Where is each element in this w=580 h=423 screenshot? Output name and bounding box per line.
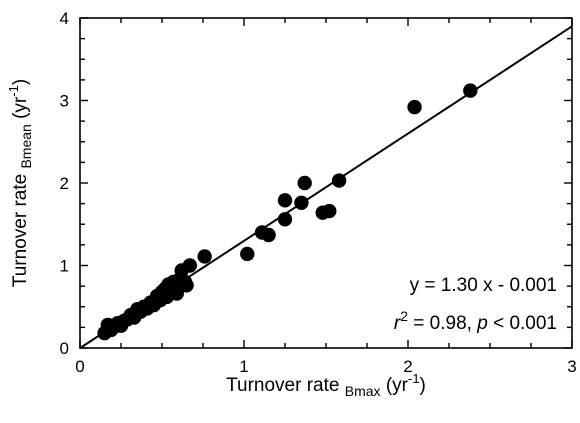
regression-statistics: r2 = 0.98, p < 0.001	[394, 308, 557, 334]
data-point	[169, 286, 184, 301]
data-point	[182, 258, 198, 273]
y-tick-label: 4	[60, 9, 69, 28]
data-point	[179, 278, 194, 293]
data-points	[97, 83, 478, 341]
data-point	[277, 212, 293, 227]
y-tick-label: 2	[60, 174, 69, 193]
data-point	[331, 173, 347, 188]
y-tick-label: 0	[60, 339, 69, 358]
data-point	[240, 246, 255, 262]
data-point	[297, 175, 312, 191]
data-point	[407, 99, 422, 115]
regression-equation: y = 1.30 x - 0.001	[410, 275, 557, 296]
x-tick-label: 2	[403, 357, 412, 376]
x-tick-label: 1	[239, 357, 248, 376]
data-point	[197, 249, 212, 264]
y-tick-label: 3	[60, 92, 69, 111]
x-tick-label: 0	[75, 357, 84, 376]
axis-ticks	[79, 17, 573, 349]
x-tick-label: 3	[567, 357, 576, 376]
data-point	[463, 83, 478, 98]
data-point	[294, 195, 309, 210]
x-axis-title: Turnover rate Bmax (yr-1)	[226, 371, 426, 399]
data-point	[261, 227, 276, 243]
tick-labels: 0 1 2 3 0 1 2 3 4	[60, 9, 577, 376]
data-point	[322, 203, 337, 219]
data-point	[277, 193, 293, 208]
y-tick-label: 1	[60, 257, 69, 276]
y-axis-title: Turnover rate Bmean (yr-1)	[6, 79, 34, 287]
